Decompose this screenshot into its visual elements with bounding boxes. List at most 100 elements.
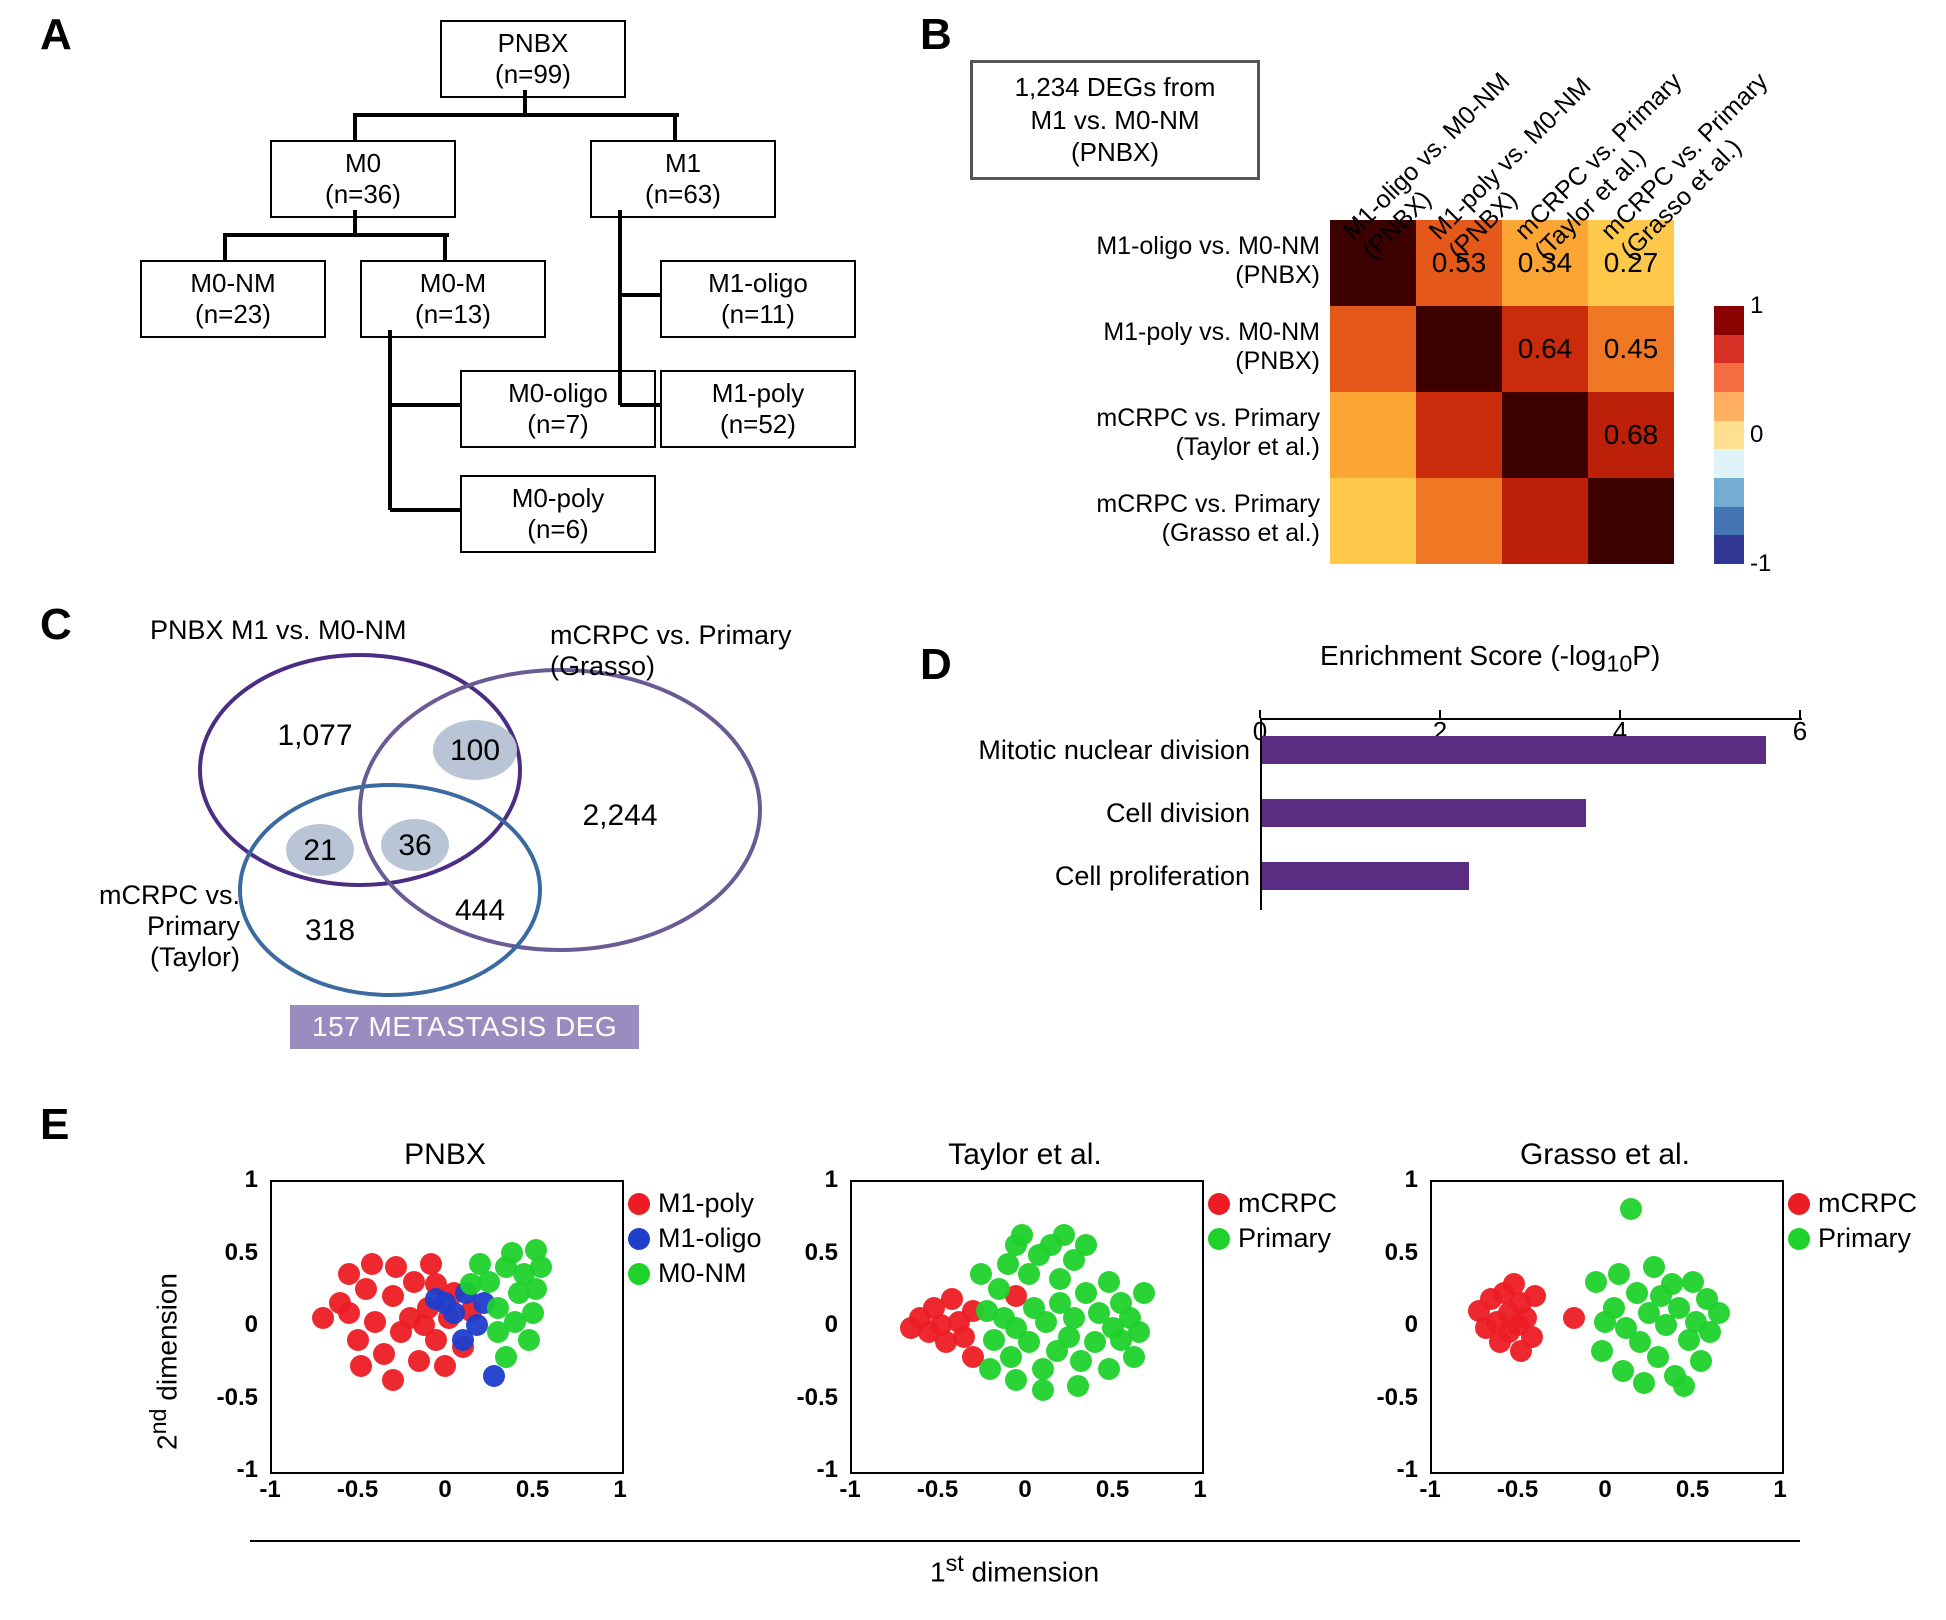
tree-connector [523,90,527,115]
legend-text: Primary [1238,1223,1331,1254]
ytick: 1 [245,1166,258,1194]
tree-connector [673,113,677,140]
scatter-point [1133,1282,1155,1304]
scatter-point [361,1253,383,1275]
scatter-point [1067,1375,1089,1397]
scatter-point [1128,1321,1150,1343]
scatter-point [525,1239,547,1261]
panel-b-heatmap: 1,234 DEGs from M1 vs. M0-NM (PNBX) 0.53… [960,20,1920,580]
deg-count-box: 1,234 DEGs from M1 vs. M0-NM (PNBX) [970,60,1260,180]
panel-label-a: A [40,10,72,60]
xtick: -1 [259,1476,280,1504]
scatter-point [1708,1302,1730,1324]
scatter-point [1053,1224,1075,1246]
venn-pnbx-taylor: 21 [303,834,336,867]
scatter-title-1: Taylor et al. [850,1138,1200,1172]
bar-0 [1262,736,1766,764]
scatter-point [483,1365,505,1387]
scatter-point [1591,1340,1613,1362]
heat-cell-3-2 [1502,478,1588,564]
scatter-point [364,1311,386,1333]
venn-label-taylor: mCRPC vs. Primary(Taylor) [50,880,240,973]
heat-row-label-0: M1-oligo vs. M0-NM(PNBX) [1020,232,1320,290]
scatter-point [1011,1224,1033,1246]
scatter-point [1018,1263,1040,1285]
xtick: -1 [1419,1476,1440,1504]
panel-label-d: D [920,640,952,690]
ytick: 1 [825,1166,838,1194]
ytick: 0.5 [225,1239,258,1267]
tree-node-m0: M0(n=36) [270,140,456,218]
scatter-point [1647,1346,1669,1368]
scatter-point [495,1346,517,1368]
bar-1 [1262,799,1586,827]
scatter-point [501,1242,523,1264]
scatter-point [1563,1307,1585,1329]
scatter-point [312,1307,334,1329]
scatter-point [1673,1375,1695,1397]
scatter-point [941,1288,963,1310]
scatter-point [385,1256,407,1278]
legend-text: mCRPC [1238,1188,1337,1219]
scatter-point [953,1326,975,1348]
scatter-point [403,1271,425,1293]
heat-cell-1-3: 0.45 [1588,306,1674,392]
bar-2 [1262,862,1469,890]
venn-only-grasso: 2,244 [582,799,657,832]
venn-pnbx-grasso: 100 [450,734,500,767]
scatter-point [452,1329,474,1351]
venn-taylor-grasso: 444 [455,894,505,927]
legend-text: M1-poly [658,1188,754,1219]
heat-row-label-3: mCRPC vs. Primary(Grasso et al.) [1020,490,1320,548]
scatter-point [900,1317,922,1339]
panel-c-venn: 1,077 100 21 36 2,244 444 318 PNBX M1 vs… [60,600,920,1080]
ytick: 0 [245,1311,258,1339]
scatter-point [1018,1331,1040,1353]
heat-cell-3-3 [1588,478,1674,564]
y-axis-label: 2nd dimension [145,1273,183,1450]
ytick: -1 [237,1456,258,1484]
deg-l3: (PNBX) [1071,137,1159,167]
legend-text: M1-oligo [658,1223,762,1254]
x-axis-line [250,1540,1800,1542]
scatter-point [1643,1256,1665,1278]
heat-cell-2-1 [1416,392,1502,478]
tree-node-root: PNBX(n=99) [440,20,626,98]
tree-node-m1: M1(n=63) [590,140,776,218]
scatter-point [373,1343,395,1365]
colorbar-tick: -1 [1750,550,1771,578]
tree-node-m1oligo: M1-oligo(n=11) [660,260,856,338]
legend-dot [1788,1193,1810,1215]
tree-node-m0oligo: M0-oligo(n=7) [460,370,656,448]
scatter-point [413,1314,435,1336]
scatter-point [1612,1360,1634,1382]
scatter-point [525,1278,547,1300]
scatter-point [1521,1326,1543,1348]
deg-l1: 1,234 DEGs from [1015,72,1216,102]
xtick: -0.5 [1497,1476,1538,1504]
scatter-point [983,1329,1005,1351]
scatter-point [1098,1358,1120,1380]
xtick: 0.5 [1676,1476,1709,1504]
panel-label-b: B [920,10,952,60]
legend-dot [1788,1228,1810,1250]
scatter-point [988,1278,1010,1300]
scatter-point [355,1278,377,1300]
legend-dot [628,1193,650,1215]
tree-connector [355,113,679,117]
tree-connector [390,508,460,512]
ytick: 1 [1405,1166,1418,1194]
scatter-point [350,1355,372,1377]
tree-node-m0poly: M0-poly(n=6) [460,475,656,553]
scatter-point [382,1369,404,1391]
scatter-point [1032,1358,1054,1380]
scatter-point [1123,1346,1145,1368]
scatter-point [1585,1271,1607,1293]
ytick: 0.5 [805,1239,838,1267]
tree-node-m0m: M0-M(n=13) [360,260,546,338]
ytick: -1 [1397,1456,1418,1484]
xtick: 1 [1193,1476,1206,1504]
legend-dot [1208,1228,1230,1250]
x-axis-label: 1st dimension [930,1550,1099,1588]
scatter-point [518,1329,540,1351]
